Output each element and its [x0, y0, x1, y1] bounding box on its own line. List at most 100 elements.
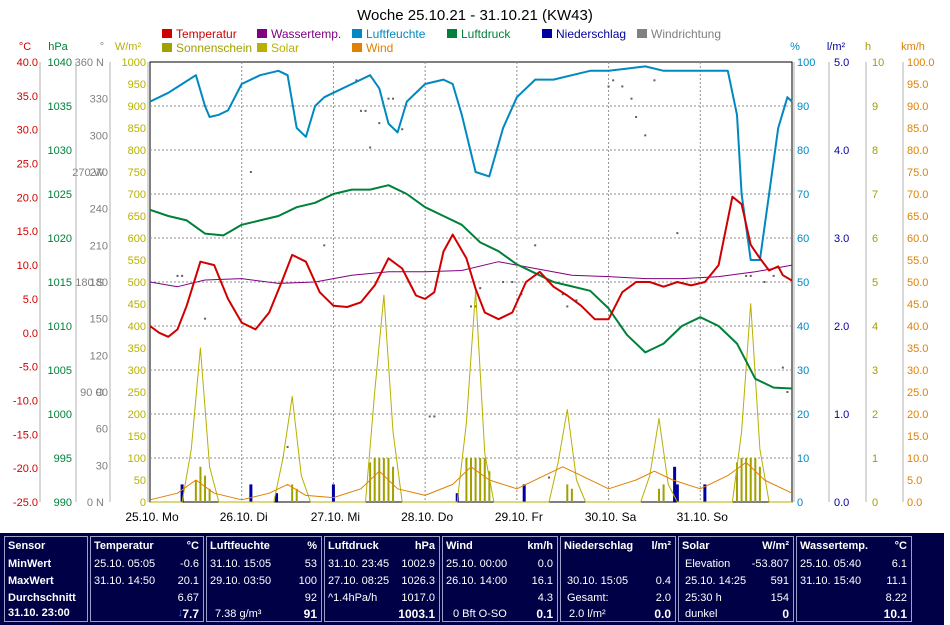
axis-tick-label: -20.0	[13, 463, 38, 475]
axis-tick-label: 1035	[48, 101, 72, 113]
solar-elevation-label: Elevation	[685, 558, 731, 570]
axis-tick-label: 15.0	[17, 226, 38, 238]
series-line-wassertemp	[149, 261, 793, 288]
axis-tick-label: 900	[128, 101, 146, 113]
bar-niederschlag	[180, 484, 184, 502]
wind-title: Wind	[446, 540, 473, 552]
temperature-avg: 6.67	[177, 592, 199, 604]
axis-tick-label: 1030	[48, 145, 72, 157]
direction-point	[286, 446, 289, 448]
axis-tick-label: 500	[128, 277, 146, 289]
x-tick-label: 25.10. Mo	[125, 510, 179, 524]
direction-point	[369, 146, 372, 149]
axis-tick-label: 40	[797, 321, 809, 333]
temperature-max-time: 31.10. 14:50	[94, 575, 156, 587]
solar-max-value: 591	[770, 575, 789, 587]
direction-point	[635, 116, 638, 118]
axis-tick-label: 240	[90, 204, 108, 216]
axis-unit-label: km/h	[901, 41, 925, 53]
axis-unit-label: %	[790, 41, 800, 53]
wind-min-value: 0.0	[537, 558, 553, 570]
axis-tick-label: 30	[797, 365, 809, 377]
axis-tick-label: 55.0	[907, 255, 928, 267]
direction-point	[181, 274, 184, 277]
axis-tick-label: 20.0	[17, 192, 38, 204]
axis-unit-label: W/m²	[115, 41, 142, 53]
rain-period: 2.0 l/m²	[569, 608, 606, 620]
direction-point	[474, 305, 477, 308]
axis-tick-label: 180 S	[75, 277, 104, 289]
axis-tick-label: 3	[872, 365, 878, 377]
wind-current: 0.1	[536, 607, 553, 621]
bar-sonnenschein	[474, 458, 477, 502]
legend-label: Windrichtung	[651, 27, 721, 41]
temperature-current: 7.7	[182, 607, 199, 621]
axis-tick-label: 70.0	[907, 189, 928, 201]
axis-unit-label: °	[100, 41, 104, 53]
bar-sonnenschein	[740, 458, 743, 502]
direction-point	[745, 274, 748, 277]
series-line-wind	[149, 461, 793, 501]
axis-tick-label: 25.0	[17, 159, 38, 171]
bar-niederschlag	[275, 493, 279, 502]
bar-sonnenschein	[382, 458, 385, 502]
direction-point	[355, 79, 358, 82]
legend-swatch	[162, 29, 172, 38]
water-avg: 8.22	[885, 592, 907, 604]
pressure-unit: hPa	[414, 540, 435, 552]
x-tick-label: 27.10. Mi	[311, 510, 360, 524]
axis-tick-label: 0 N	[87, 497, 104, 509]
direction-point	[566, 305, 569, 308]
sunshine-hours: 25:30 h	[685, 592, 722, 604]
axis-tick-label: 90	[96, 387, 108, 399]
bar-niederschlag	[675, 484, 679, 502]
bar-sonnenschein	[479, 458, 482, 502]
solar-unit: W/m²	[762, 540, 789, 552]
direction-point	[772, 274, 775, 277]
bar-sonnenschein	[735, 462, 738, 502]
water-unit: °C	[894, 540, 907, 552]
x-tick-label: 26.10. Di	[220, 510, 268, 524]
pressure-max-value: 1026.3	[401, 575, 435, 587]
bar-sonnenschein	[208, 488, 211, 502]
axis-tick-label: 40.0	[17, 57, 38, 69]
axis-tick-label: -15.0	[13, 429, 38, 441]
pressure-current: 1003.1	[398, 607, 435, 621]
wind-min-time: 25.10. 00:00	[446, 558, 508, 570]
axis-tick-label: 10.0	[17, 260, 38, 272]
bar-sonnenschein	[662, 484, 665, 502]
axis-tick-label: 1.0	[834, 409, 849, 421]
axis-tick-label: 30	[96, 460, 108, 472]
axis-tick-label: 5.0	[907, 475, 922, 487]
axis-tick-label: 30.0	[907, 365, 928, 377]
solar-elevation: -53.807	[751, 558, 789, 570]
axis-tick-label: 1015	[48, 277, 72, 289]
bar-sonnenschein	[194, 480, 197, 502]
water-min-time: 25.10. 05:40	[800, 558, 862, 570]
legend-swatch	[352, 43, 362, 52]
axis-tick-label: 450	[128, 299, 146, 311]
axis-tick-label: 35.0	[907, 343, 928, 355]
direction-point	[470, 305, 472, 308]
axis-tick-label: 850	[128, 123, 146, 135]
pressure-min-time: 31.10. 23:45	[328, 558, 390, 570]
axis-tick-label: 75.0	[907, 167, 928, 179]
axis-tick-label: 50	[797, 277, 809, 289]
bar-sonnenschein	[470, 458, 472, 502]
axis-tick-label: 50	[134, 475, 146, 487]
axis-tick-label: -5.0	[19, 362, 38, 374]
axis-tick-label: 95.0	[907, 79, 928, 91]
axis-tick-label: 5.0	[834, 57, 849, 69]
direction-point	[575, 299, 578, 302]
axis-tick-label: 80	[797, 145, 809, 157]
axis-tick-label: 60	[797, 233, 809, 245]
bar-sonnenschein	[758, 466, 761, 502]
axis-tick-label: 85.0	[907, 123, 928, 135]
direction-point	[378, 122, 381, 125]
rain-total-label: Gesamt:	[567, 592, 609, 604]
rain-max-value: 0.4	[655, 575, 671, 587]
bar-sonnenschein	[373, 458, 376, 502]
axis-unit-label: l/m²	[827, 41, 846, 53]
legend-swatch	[637, 29, 647, 38]
pressure-block: Luftdruck hPa 31.10. 23:45 1002.9 27.10.…	[324, 536, 440, 622]
